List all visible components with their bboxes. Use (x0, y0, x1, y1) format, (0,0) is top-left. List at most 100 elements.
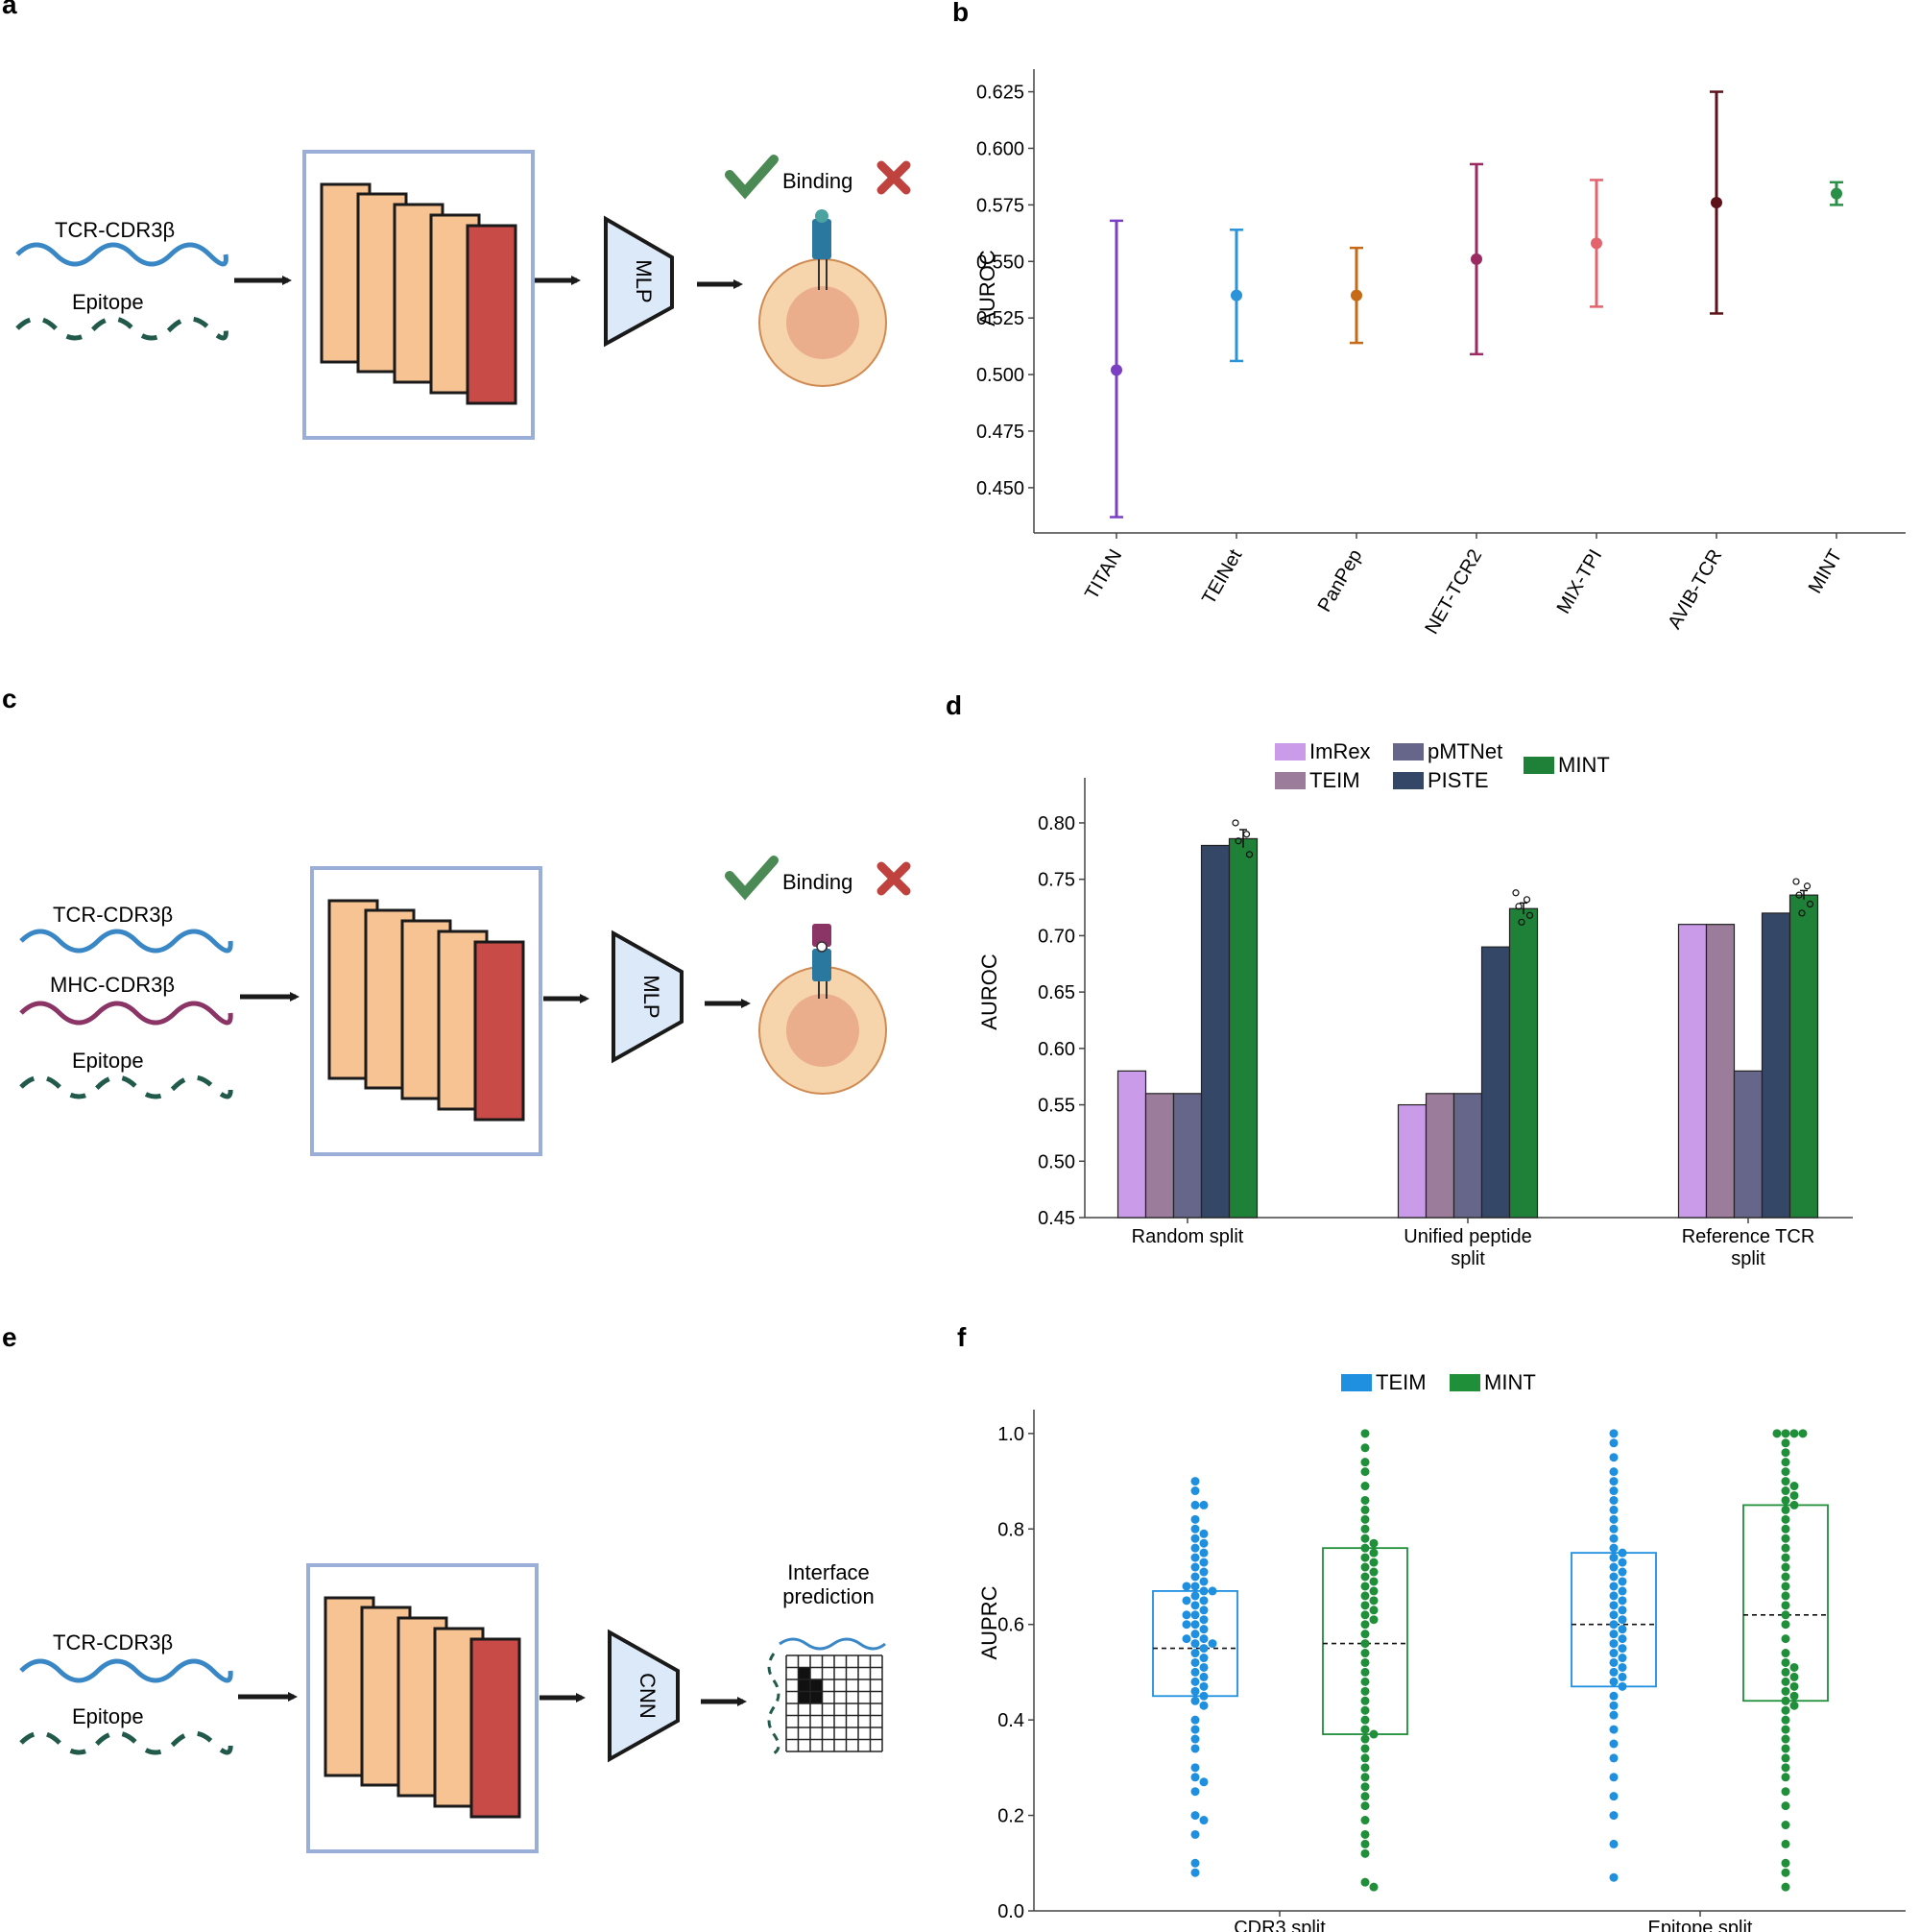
data-point (1609, 1467, 1619, 1477)
data-point (1208, 1586, 1217, 1596)
encoder-output-layer (466, 224, 517, 405)
legend-label: ImRex (1309, 739, 1371, 763)
x-tick-label: TITAN (1081, 546, 1126, 604)
data-point (1190, 1553, 1200, 1562)
data-point (1618, 1644, 1627, 1654)
data-point (1360, 1773, 1370, 1782)
data-point (1831, 187, 1842, 200)
data-point (1711, 197, 1722, 209)
data-point (1190, 1649, 1200, 1658)
legend-swatch (1450, 1374, 1480, 1391)
legend-label: TEIM (1376, 1370, 1427, 1394)
interface-epitope-wave (767, 1653, 780, 1755)
tcr-wave (15, 242, 228, 267)
mhc-label: MHC-CDR3β (50, 973, 175, 997)
data-point (1190, 1630, 1200, 1639)
panel-b: b AUROC 0.450 0.475 0.500 0.525 0.550 0.575 0.… (952, 0, 1906, 638)
data-point (1190, 1601, 1200, 1610)
data-point (1781, 1562, 1790, 1572)
data-point (1609, 1701, 1619, 1710)
data-point (1781, 1429, 1790, 1438)
data-point (1781, 1839, 1790, 1848)
epitope-label: Epitope (72, 1049, 144, 1073)
data-point (1609, 1710, 1619, 1720)
data-point (1781, 1438, 1790, 1448)
legend-swatch (1341, 1374, 1372, 1391)
data-point (1190, 1715, 1200, 1725)
cnn-label: CNN (636, 1673, 660, 1719)
replicate-point (1806, 900, 1814, 908)
data-point (1360, 1524, 1370, 1534)
data-point (1369, 1548, 1379, 1558)
data-point (1781, 1477, 1790, 1486)
data-point (1789, 1490, 1799, 1500)
data-point (1781, 1505, 1790, 1514)
x-tick-label: Random split (1132, 1226, 1244, 1247)
data-point (1471, 253, 1482, 265)
data-point (1190, 1639, 1200, 1649)
replicate-point (1518, 918, 1525, 926)
data-point (1609, 1630, 1619, 1639)
data-point (1609, 1725, 1619, 1734)
data-point (1781, 1467, 1790, 1477)
x-tick-label: MINT (1805, 546, 1846, 597)
legend-swatch (1275, 743, 1306, 761)
data-point (1360, 1715, 1370, 1725)
data-point (1360, 1591, 1370, 1601)
mlp-head (604, 215, 674, 348)
data-point (1360, 1753, 1370, 1763)
data-point (1190, 1477, 1200, 1486)
encoder-box (310, 866, 542, 1156)
data-point (1190, 1811, 1200, 1821)
data-point (1609, 1601, 1619, 1610)
data-point (1618, 1625, 1627, 1634)
data-point (1369, 1615, 1379, 1625)
data-point (1781, 1725, 1790, 1734)
bar (1397, 1103, 1428, 1219)
replicate-point (1512, 889, 1520, 897)
data-point (1199, 1548, 1209, 1558)
data-point (1781, 1696, 1790, 1705)
legend-swatch (1524, 757, 1554, 774)
data-point (1781, 1686, 1790, 1696)
data-point (1360, 1848, 1370, 1858)
data-point (1781, 1763, 1790, 1773)
data-point (1772, 1429, 1782, 1438)
data-point (1190, 1858, 1200, 1868)
data-point (1190, 1744, 1200, 1753)
data-point (1190, 1696, 1200, 1705)
data-point (1609, 1620, 1619, 1630)
encoder-stack (324, 1596, 521, 1819)
interface-tcr-wave (779, 1637, 886, 1651)
replicate-point (1523, 896, 1531, 904)
data-point (1609, 1495, 1619, 1505)
receptor-ligand (815, 209, 828, 223)
data-point (1360, 1458, 1370, 1467)
bar (1228, 837, 1259, 1219)
tcr-wave (19, 1658, 233, 1683)
data-point (1190, 1677, 1200, 1686)
data-point (1369, 1558, 1379, 1567)
data-point (1182, 1634, 1191, 1644)
data-point (1369, 1577, 1379, 1586)
interface-label-line1: Interface (787, 1560, 870, 1584)
data-point (1182, 1620, 1191, 1630)
data-point (1609, 1505, 1619, 1514)
data-point (1781, 1448, 1790, 1458)
data-point (1609, 1753, 1619, 1763)
data-point (1618, 1596, 1627, 1606)
replicate-point (1242, 831, 1251, 838)
data-point (1208, 1639, 1217, 1649)
mlp-label: MLP (632, 259, 656, 302)
cell-nucleus (786, 994, 859, 1067)
y-tick-label: 0.45 (1038, 1208, 1075, 1229)
data-point (1781, 1495, 1790, 1505)
x-tick-label: Epitope split (1648, 1918, 1753, 1932)
data-point (1182, 1596, 1191, 1606)
data-point (1789, 1429, 1799, 1438)
replicate-point (1235, 837, 1242, 845)
data-point (1199, 1596, 1209, 1606)
y-axis-title: AUROC (975, 250, 999, 326)
data-point (1190, 1543, 1200, 1553)
